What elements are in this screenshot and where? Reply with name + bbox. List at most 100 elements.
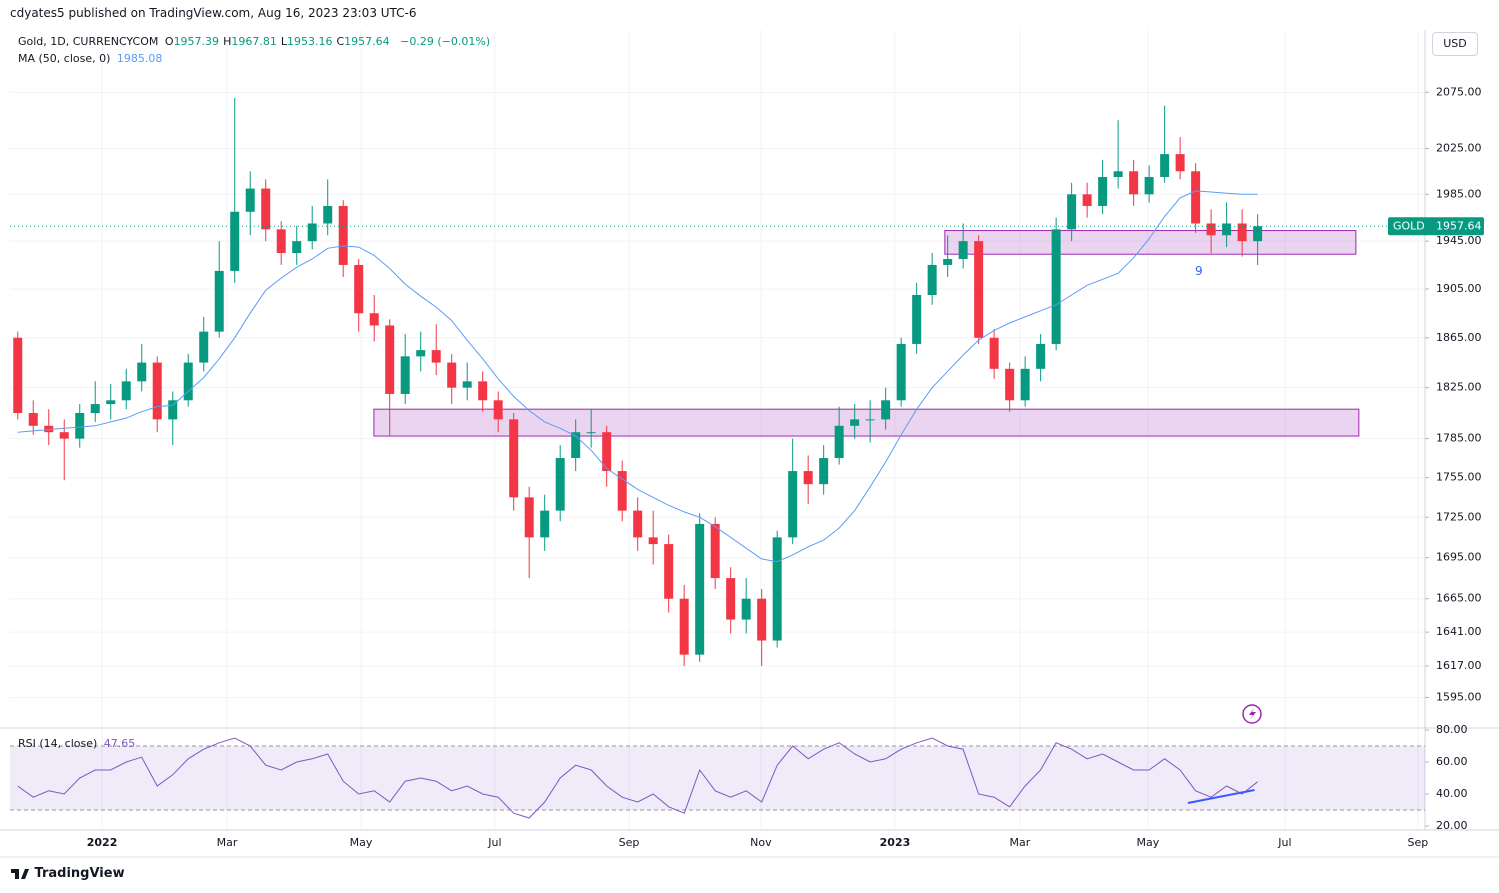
candle-body — [726, 578, 736, 620]
candle-body — [1144, 177, 1154, 195]
candle-body — [183, 362, 193, 401]
ohlc-value: 1953.16 — [286, 35, 333, 48]
candle-body — [881, 400, 891, 420]
candle-body — [1082, 194, 1092, 206]
alert-icon — [1242, 704, 1262, 724]
candle-body — [400, 356, 410, 394]
candle-body — [385, 325, 395, 394]
candle-body — [338, 205, 348, 265]
ohlc-label: H — [223, 35, 232, 48]
candle-body — [633, 510, 643, 538]
candle-body — [819, 458, 829, 485]
candle-body — [1036, 343, 1046, 369]
candle-body — [664, 544, 674, 599]
candle-body — [292, 241, 302, 254]
x-tick-label: Sep — [1408, 836, 1429, 849]
ma-value: 1985.08 — [116, 52, 163, 65]
ohlc-value: 1957.39 — [173, 35, 220, 48]
currency-button[interactable]: USD — [1432, 32, 1478, 56]
candle-body — [648, 537, 658, 545]
candle-body — [230, 211, 240, 271]
y-tick-label: 1665.00 — [1436, 592, 1482, 605]
candle-body — [1175, 154, 1185, 172]
alert-icon-bolt — [1249, 708, 1256, 720]
rsi-trendline — [1187, 789, 1255, 804]
candle-body — [478, 381, 488, 401]
candle-body — [90, 404, 100, 413]
candle-body — [1113, 171, 1123, 178]
rsi-line — [17, 737, 1258, 819]
rsi-band — [10, 746, 1425, 810]
candle-body — [1067, 194, 1077, 230]
y-tick-label: 1945.00 — [1436, 234, 1482, 247]
candle-body — [1237, 223, 1247, 242]
x-tick-label: Mar — [1009, 836, 1030, 849]
zone — [373, 408, 1360, 437]
candle-body — [943, 258, 953, 265]
candle-body — [1051, 229, 1061, 344]
y-tick-label: 1785.00 — [1436, 432, 1482, 445]
logo — [11, 868, 29, 879]
x-tick-label: 2022 — [87, 836, 118, 849]
candle-body — [307, 223, 317, 242]
candle-body — [586, 432, 596, 434]
x-tick-label: Jul — [487, 836, 501, 849]
candle-body — [369, 313, 379, 326]
candle-body — [1129, 171, 1139, 195]
ohlc-value: 1967.81 — [231, 35, 277, 48]
candle-body — [106, 400, 116, 405]
candle-body — [741, 598, 751, 620]
x-tick-label: Sep — [619, 836, 640, 849]
candle-body — [788, 471, 798, 538]
candle-body — [462, 381, 472, 388]
change: −0.29 (−0.01%) — [400, 35, 491, 48]
y-tick-label: 1595.00 — [1436, 691, 1482, 704]
x-tick-label: Jul — [1277, 836, 1291, 849]
y-tick-label: 60.00 — [1436, 755, 1468, 768]
candle-body — [1098, 177, 1108, 206]
candle-body — [59, 432, 69, 439]
y-tick-label: 1985.00 — [1436, 187, 1482, 200]
price-tag-symbol: GOLD — [1393, 219, 1425, 232]
annotation: 9 — [1195, 264, 1203, 278]
candle-body — [1005, 368, 1015, 401]
ohlc-legend: Gold, 1D, CURRENCYCOM O1957.39 H1967.81 L1… — [18, 35, 493, 48]
candle-body — [834, 425, 844, 459]
ohlc-label: C — [336, 35, 345, 48]
symbol: Gold, 1D, CURRENCYCOM — [18, 35, 159, 48]
candle-body — [555, 458, 565, 511]
publish-line: cdyates5 published on TradingView.com, A… — [10, 6, 417, 20]
candle-body — [323, 205, 333, 224]
ma-name: MA (50, close, 0) — [18, 52, 111, 65]
candle-body — [152, 362, 162, 420]
candle-body — [958, 241, 968, 259]
candle-body — [44, 425, 54, 433]
ohlc-values: O1957.39 H1967.81 L1953.16 C1957.64 — [165, 35, 394, 48]
y-tick-label: 2075.00 — [1436, 85, 1482, 98]
candle-body — [447, 362, 457, 388]
candle-body — [571, 432, 581, 459]
candle-body — [1160, 154, 1170, 178]
y-tick-label: 1905.00 — [1436, 282, 1482, 295]
candle-body — [168, 400, 178, 420]
candle-body — [757, 598, 767, 641]
candle-body — [13, 337, 23, 413]
candle-body — [214, 270, 224, 332]
zone — [944, 230, 1357, 255]
candle-body — [1206, 223, 1216, 236]
y-tick-label: 1725.00 — [1436, 510, 1482, 523]
ohlc-label: L — [280, 35, 287, 48]
x-tick-label: Nov — [750, 836, 772, 849]
x-tick-label: May — [1137, 836, 1160, 849]
candle-body — [896, 343, 906, 401]
ma-legend: MA (50, close, 0) 1985.08 — [18, 52, 165, 65]
candle-body — [137, 362, 147, 382]
ma-line — [17, 190, 1258, 563]
candle-body — [772, 537, 782, 641]
brand-name: TradingView — [34, 866, 125, 881]
candle-body — [865, 419, 875, 421]
candle-body — [710, 523, 720, 579]
brand: TradingView — [10, 866, 125, 881]
